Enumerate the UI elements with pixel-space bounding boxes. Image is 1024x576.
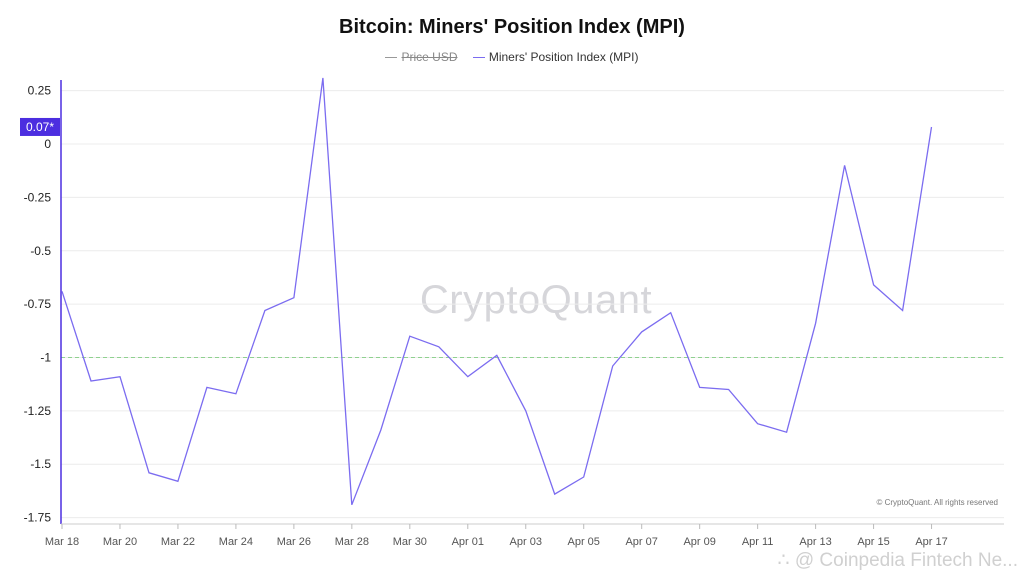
x-tick-label: Apr 09 xyxy=(683,536,715,548)
y-tick-label: -1 xyxy=(40,351,51,365)
y-axis: 0.25 0 -0.25 -0.5 -0.75 -1 -1.25 -1.5 -1.75 xyxy=(24,80,62,525)
x-tick-label: Apr 11 xyxy=(742,536,774,548)
current-value-marker: 0.07* xyxy=(20,117,60,136)
y-tick-label: 0.25 xyxy=(28,84,52,98)
x-tick-label: Apr 17 xyxy=(915,536,947,548)
y-tick-label: -0.5 xyxy=(30,244,51,258)
y-tick-label: -0.25 xyxy=(24,190,52,204)
x-tick-label: Mar 28 xyxy=(335,536,369,548)
x-tick-label: Mar 30 xyxy=(393,536,427,548)
chart-title: Bitcoin: Miners' Position Index (MPI) xyxy=(339,16,685,38)
x-tick-label: Apr 13 xyxy=(799,536,831,548)
x-tick-label: Mar 22 xyxy=(161,536,195,548)
legend-swatch-price-usd xyxy=(385,57,398,59)
legend-label-mpi: Miners' Position Index (MPI) xyxy=(488,50,639,64)
x-tick-label: Mar 18 xyxy=(45,536,79,548)
x-tick-label: Apr 01 xyxy=(452,536,484,548)
current-value-box xyxy=(20,117,60,136)
x-tick-label: Apr 15 xyxy=(857,536,889,548)
x-tick-label: Apr 05 xyxy=(568,536,600,548)
legend-swatch-mpi xyxy=(472,57,485,59)
chart-legend: Price USD Miners' Position Index (MPI) xyxy=(0,50,1024,64)
x-axis: Mar 18 Mar 20 Mar 22 Mar 24 Mar 26 Mar 28 Mar … xyxy=(45,523,1004,548)
y-tick-label: -1.75 xyxy=(24,511,52,525)
mpi-series-line xyxy=(61,77,933,506)
x-tick-label: Mar 24 xyxy=(219,536,253,548)
x-tick-label: Mar 20 xyxy=(103,536,137,548)
legend-label-price-usd: Price USD xyxy=(401,50,458,64)
y-tick-label: -1.25 xyxy=(24,404,52,418)
copyright-text: © CryptoQuant. All rights reserved xyxy=(877,498,999,507)
y-tick-label: -0.75 xyxy=(24,297,52,311)
y-tick-label: 0 xyxy=(44,137,51,151)
legend-item-price-usd[interactable]: Price USD xyxy=(385,50,458,64)
y-tick-label: -1.5 xyxy=(30,457,51,471)
x-tick-label: Apr 03 xyxy=(510,536,542,548)
grid-lines xyxy=(61,90,1004,519)
legend-item-mpi[interactable]: Miners' Position Index (MPI) xyxy=(472,50,639,64)
source-credit: ∴ @ Coinpedia Fintech Ne... xyxy=(777,550,1019,571)
x-tick-label: Mar 26 xyxy=(277,536,311,548)
current-value-label: 0.07* xyxy=(26,120,54,134)
watermark: CryptoQuant xyxy=(420,278,652,322)
x-tick-label: Apr 07 xyxy=(625,536,657,548)
